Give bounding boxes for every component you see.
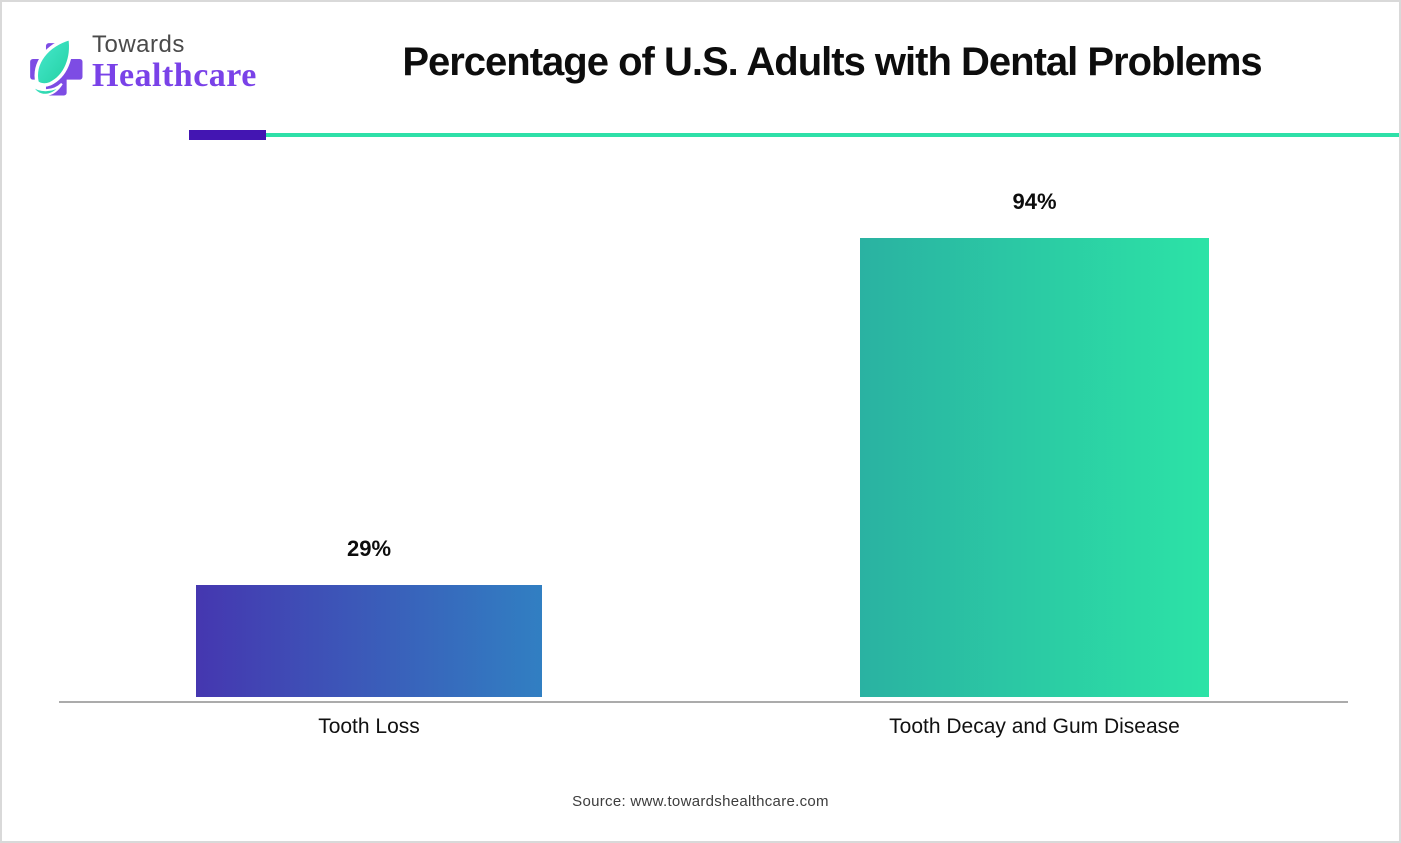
bar-tooth-loss <box>196 585 542 697</box>
divider-accent-bar <box>189 130 266 140</box>
category-label-tooth-loss: Tooth Loss <box>318 715 420 738</box>
logo-brand-bottom: Healthcare <box>92 57 257 94</box>
bar-value-label: 94% <box>1012 189 1057 214</box>
logo-brand-top: Towards <box>92 31 185 58</box>
divider-line <box>266 133 1399 137</box>
bar-tooth-decay <box>860 238 1209 697</box>
towards-healthcare-logo: Towards Healthcare <box>26 32 257 104</box>
cross-leaf-logo-icon <box>30 36 83 96</box>
bar-group-tooth-loss: 29% <box>196 537 542 697</box>
x-axis-line <box>59 701 1348 703</box>
source-attribution: Source: www.towardshealthcare.com <box>572 793 829 810</box>
category-label-tooth-decay: Tooth Decay and Gum Disease <box>889 715 1180 738</box>
bar-group-tooth-decay: 94% <box>860 190 1209 697</box>
logo-wordmark: Towards Healthcare <box>92 32 257 94</box>
bar-value-label: 29% <box>346 536 392 561</box>
chart-title: Percentage of U.S. Adults with Dental Pr… <box>402 40 1262 84</box>
